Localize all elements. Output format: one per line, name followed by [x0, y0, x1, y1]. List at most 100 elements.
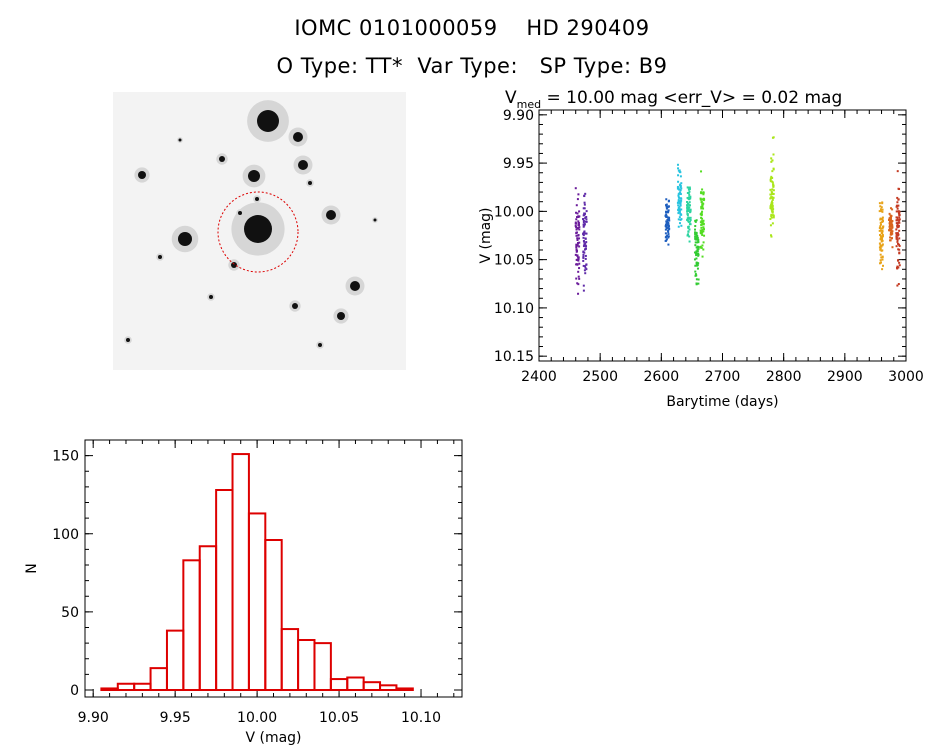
data-point: [697, 241, 700, 244]
data-point: [578, 228, 581, 231]
data-point: [879, 218, 882, 221]
data-point: [702, 248, 705, 251]
data-point: [694, 225, 697, 228]
data-point: [879, 259, 882, 262]
data-point: [695, 274, 698, 277]
data-point: [880, 210, 883, 213]
x-tick-label: 10.10: [401, 710, 441, 726]
data-point: [585, 263, 588, 266]
data-point: [879, 234, 882, 237]
data-point: [679, 191, 682, 194]
data-point: [769, 224, 772, 227]
data-point: [879, 208, 882, 211]
data-point: [770, 157, 773, 160]
data-point: [575, 211, 578, 214]
data-point: [688, 186, 691, 189]
data-point: [879, 248, 882, 251]
data-point: [694, 270, 697, 273]
data-point: [701, 233, 704, 236]
data-point: [578, 277, 581, 280]
data-point: [577, 292, 580, 295]
star: [178, 138, 182, 142]
data-point: [677, 201, 680, 204]
data-point: [576, 244, 579, 247]
data-point: [576, 198, 579, 201]
data-point: [585, 245, 588, 248]
data-point: [898, 216, 901, 219]
data-point: [677, 174, 680, 177]
data-point: [574, 187, 577, 190]
data-point: [770, 216, 773, 219]
data-point: [578, 267, 581, 270]
data-point: [878, 229, 881, 232]
data-point: [582, 253, 585, 256]
data-point: [897, 204, 900, 207]
data-point: [677, 225, 680, 228]
data-point: [889, 207, 892, 210]
data-point: [696, 248, 699, 251]
star: [326, 210, 336, 220]
data-point: [879, 225, 882, 228]
data-point: [678, 216, 681, 219]
data-point: [680, 182, 683, 185]
data-point: [574, 221, 577, 224]
data-point: [772, 214, 775, 217]
data-point: [700, 226, 703, 229]
data-point: [666, 219, 669, 222]
data-point: [771, 188, 774, 191]
data-point: [677, 208, 680, 211]
star: [219, 156, 225, 162]
star: [138, 171, 146, 179]
data-point: [694, 241, 697, 244]
data-point: [879, 244, 882, 247]
data-point: [879, 262, 882, 265]
data-point: [677, 204, 680, 207]
data-point: [769, 177, 772, 180]
data-point: [686, 214, 689, 217]
data-point: [688, 206, 691, 209]
histogram-bar: [297, 639, 316, 691]
histogram-bar: [346, 676, 365, 691]
data-point: [575, 246, 578, 249]
star: [293, 132, 303, 142]
data-point: [582, 250, 585, 253]
data-point: [679, 213, 682, 216]
data-point: [577, 242, 580, 245]
data-point: [699, 198, 702, 201]
histogram-frame: [84, 439, 463, 698]
data-point: [770, 175, 773, 178]
data-point: [679, 189, 682, 192]
data-point: [582, 214, 585, 217]
data-point: [879, 205, 882, 208]
data-point: [584, 254, 587, 257]
data-point: [879, 235, 882, 238]
data-point: [896, 170, 899, 173]
data-point: [897, 210, 900, 213]
data-point: [696, 264, 699, 267]
data-point: [896, 226, 899, 229]
data-point: [702, 223, 705, 226]
data-point: [686, 204, 689, 207]
data-point: [686, 212, 689, 215]
data-point: [898, 261, 901, 264]
data-point: [889, 228, 892, 231]
data-point: [686, 191, 689, 194]
data-point: [574, 224, 577, 227]
data-point: [701, 244, 704, 247]
data-point: [771, 177, 774, 180]
data-point: [584, 272, 587, 275]
data-point: [583, 251, 586, 254]
data-point: [700, 220, 703, 223]
data-point: [897, 212, 900, 215]
data-point: [702, 197, 705, 200]
data-point: [688, 211, 691, 214]
data-point: [771, 206, 774, 209]
data-point: [895, 219, 898, 222]
data-point: [697, 278, 700, 281]
data-point: [687, 207, 690, 210]
data-point: [582, 256, 585, 259]
data-point: [700, 170, 703, 173]
histogram-bar: [100, 687, 119, 691]
data-point: [584, 237, 587, 240]
data-point: [699, 246, 702, 249]
